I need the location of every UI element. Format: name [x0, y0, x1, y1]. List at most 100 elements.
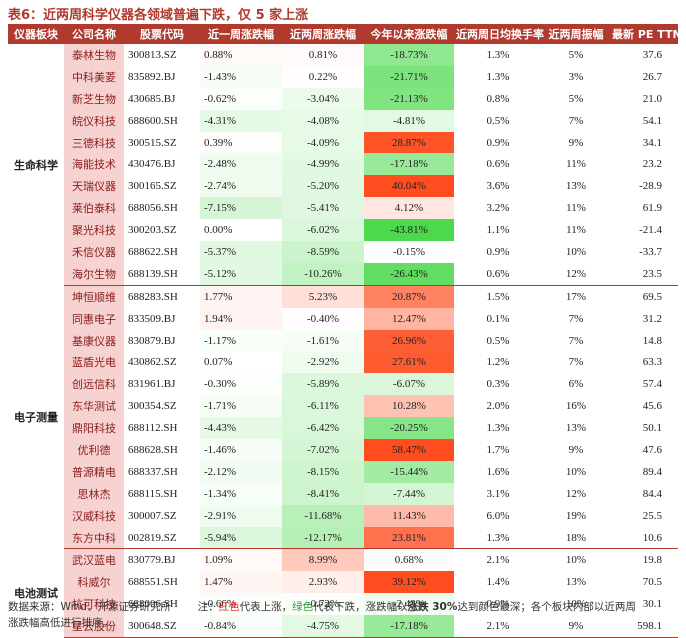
change-ytd: -17.18% — [364, 153, 454, 176]
amplitude: 11% — [566, 224, 586, 237]
change-2w: -6.42% — [282, 417, 364, 440]
header-sector: 仪器板块 — [8, 24, 64, 44]
amplitude: 13% — [565, 422, 587, 435]
header-row: 仪器板块 公司名称 股票代码 近一周涨跌幅 近两周涨跌幅 今年以来涨跌幅 近两周… — [8, 24, 683, 44]
change-1w: -1.71% — [200, 395, 282, 418]
turnover-rate: 1.1% — [486, 224, 510, 237]
stock-code: 430476.BJ — [128, 158, 176, 171]
amplitude: 11% — [566, 202, 586, 215]
header-amplitude: 近两周振幅 — [542, 24, 610, 44]
change-2w: -6.11% — [282, 395, 364, 418]
company-name: 星云股份 — [64, 615, 124, 638]
note-threshold: 涨跌 30% — [407, 601, 458, 613]
pe-ttm: 63.3 — [642, 356, 662, 369]
table-row: 优利德 688628.SH -1.46% -7.02% 58.47% 1.7% 9% 47.6 — [8, 439, 678, 461]
change-2w: -6.02% — [282, 219, 364, 242]
change-2w: -5.20% — [282, 175, 364, 198]
stock-code: 830779.BJ — [128, 554, 176, 567]
pe-ttm: 25.5 — [642, 509, 662, 522]
note-text-3: 达到颜色最深；各个板块内部以近两周 — [457, 601, 636, 613]
change-1w: -2.48% — [200, 153, 282, 176]
pe-ttm: 19.8 — [642, 554, 662, 567]
change-2w: 0.22% — [282, 65, 364, 88]
turnover-rate: 1.6% — [486, 465, 510, 478]
stock-code: 430685.BJ — [128, 92, 176, 105]
turnover-rate: 3.2% — [486, 202, 510, 215]
header-pe: 最新 PE TTM — [610, 24, 683, 44]
pe-ttm: 70.5 — [642, 576, 662, 589]
turnover-rate: 1.3% — [454, 526, 542, 550]
stock-code: 002819.SZ — [124, 526, 200, 550]
table-row: 思林杰 688115.SH -1.34% -8.41% -7.44% 3.1% 12% 84.… — [8, 482, 678, 505]
amplitude: 13% — [565, 180, 587, 193]
stock-code: 300203.SZ — [128, 224, 177, 237]
stock-code: 688283.SH — [128, 290, 178, 303]
amplitude: 9% — [568, 136, 584, 149]
change-2w: -8.59% — [282, 241, 364, 263]
change-ytd: 12.47% — [364, 307, 454, 330]
change-1w: -4.31% — [200, 109, 282, 132]
change-2w: -12.17% — [282, 526, 364, 550]
table-row: 科威尔 688551.SH 1.47% 2.93% 39.12% 1.4% 13% 70.5 — [8, 571, 678, 594]
change-1w: -7.15% — [200, 197, 282, 220]
table-row: 东方中科 002819.SZ -5.94% -12.17% 23.81% 1.3% 18% 1… — [8, 526, 678, 550]
sector-cell: 生命科学 — [14, 158, 58, 172]
pe-ttm: 61.9 — [642, 202, 662, 215]
note-text-2: 代表下跌，涨跌幅以 — [313, 601, 408, 613]
stock-code: 300354.SZ — [128, 400, 177, 413]
header-company: 公司名称 — [64, 24, 124, 44]
company-name: 东华测试 — [64, 395, 124, 418]
change-ytd: 4.12% — [364, 197, 454, 220]
pe-ttm: 26.7 — [642, 70, 662, 83]
header-1w-change: 近一周涨跌幅 — [200, 24, 282, 44]
change-2w: -4.08% — [282, 109, 364, 132]
pe-ttm: 50.1 — [642, 422, 662, 435]
change-ytd: 27.61% — [364, 351, 454, 374]
stock-code: 831961.BJ — [128, 378, 176, 391]
table-notes: 数据来源：Wind、开源证券研究所 注：红色代表上涨，绿色代表下跌，涨跌幅以涨跌… — [8, 599, 678, 631]
pe-ttm: 69.5 — [642, 290, 662, 303]
table-row: 新芝生物 430685.BJ -0.62% -3.04% -21.13% 0.8% 5% 21… — [8, 87, 678, 110]
table-row: 聚光科技 300203.SZ 0.00% -6.02% -43.81% 1.1% 11% -2… — [8, 219, 678, 242]
company-name: 东方中科 — [64, 526, 124, 550]
stock-code: 830879.BJ — [128, 334, 176, 347]
header-2w-change: 近两周涨跌幅 — [282, 24, 364, 44]
change-ytd: -20.25% — [364, 417, 454, 440]
change-2w: -8.15% — [282, 460, 364, 483]
company-name: 杭可科技 — [64, 593, 124, 616]
pe-ttm: -21.4 — [639, 224, 662, 237]
table-row: 汉威科技 300007.SZ -2.91% -11.68% 11.43% 6.0% 19% 2… — [8, 504, 678, 527]
company-name: 皖仪科技 — [64, 109, 124, 132]
amplitude: 7% — [568, 312, 584, 325]
change-ytd: 58.47% — [364, 439, 454, 461]
change-1w: -0.30% — [200, 373, 282, 396]
change-1w: -2.91% — [200, 504, 282, 527]
amplitude: 9% — [568, 443, 584, 456]
amplitude: 11% — [566, 158, 586, 171]
header-turnover: 近两周日均换手率 — [454, 24, 544, 44]
table-row: 皖仪科技 688600.SH -4.31% -4.08% -4.81% 0.5% 7% 54.… — [8, 109, 678, 132]
turnover-rate: 1.3% — [486, 48, 510, 61]
pe-ttm: 23.2 — [642, 158, 662, 171]
note-text-1: 代表上涨， — [239, 601, 293, 613]
stock-code: 300007.SZ — [128, 509, 177, 522]
pe-ttm: 84.4 — [642, 487, 662, 500]
company-name: 优利德 — [64, 439, 124, 461]
pe-ttm: 45.6 — [642, 400, 662, 413]
company-name: 基康仪器 — [64, 329, 124, 352]
company-name: 思林杰 — [64, 482, 124, 505]
turnover-rate: 0.3% — [486, 378, 510, 391]
pe-ttm: 57.4 — [642, 378, 662, 391]
change-2w: -5.41% — [282, 197, 364, 220]
green-legend-word: 绿色 — [292, 601, 314, 613]
amplitude: 10% — [565, 245, 587, 258]
amplitude: 16% — [565, 400, 587, 413]
stock-code: 688139.SH — [124, 262, 200, 286]
table-row: 生命科学 泰林生物 300813.SZ 0.88% 0.81% -18.73% 1.3% 5%… — [8, 44, 678, 172]
change-2w: -10.26% — [282, 262, 364, 286]
amplitude: 6% — [568, 378, 584, 391]
table-row: 海能技术 430476.BJ -2.48% -4.99% -17.18% 0.6% 11% 2… — [8, 153, 678, 176]
table-row: 三德科技 300515.SZ 0.39% -4.09% 28.87% 0.9% 9% 34.1 — [8, 131, 678, 154]
note-prefix: 注： — [197, 601, 219, 613]
amplitude: 13% — [565, 576, 587, 589]
